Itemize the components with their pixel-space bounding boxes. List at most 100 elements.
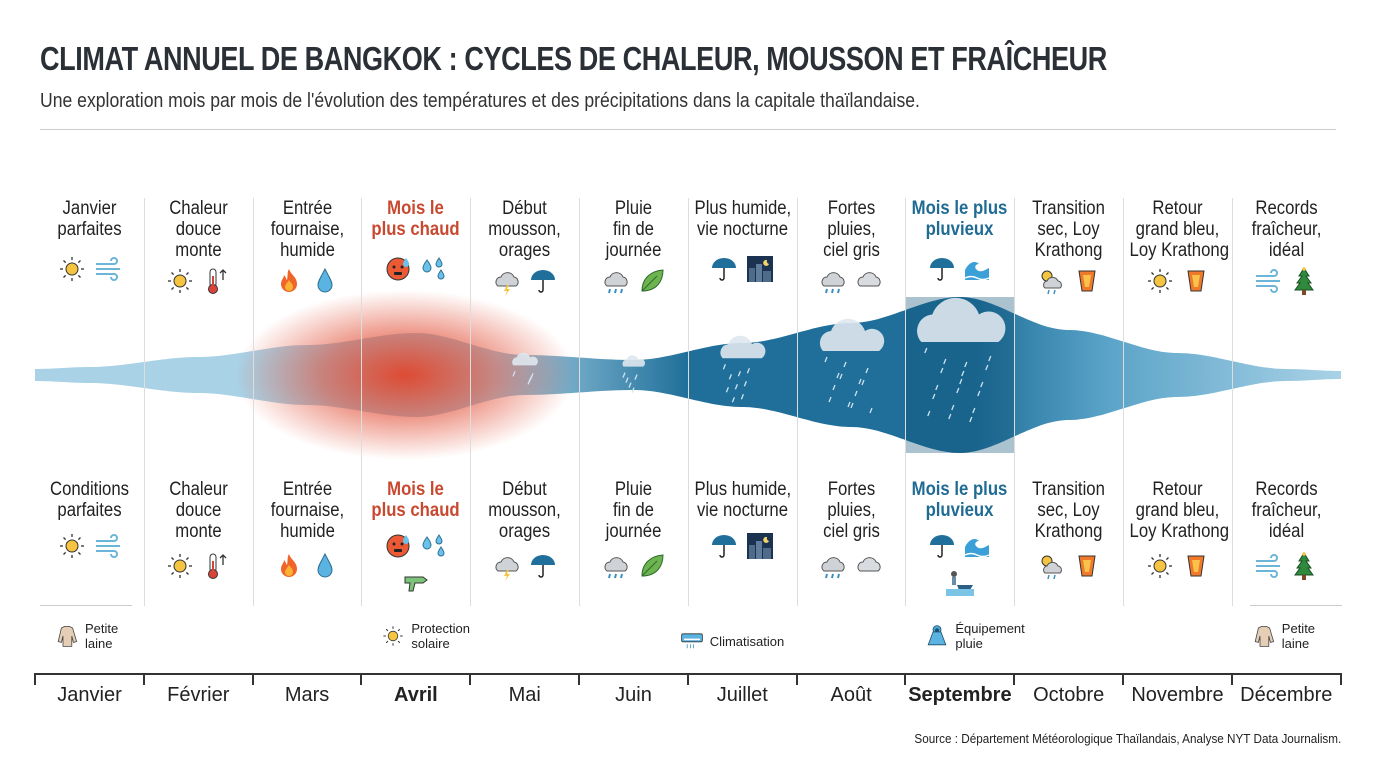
top-label-line: Début [502,198,547,219]
top-label-line: parfaites [57,219,122,240]
cloud-icon [857,557,881,572]
bottom-label-line: humide [279,521,335,542]
top-label-line: Pluie [614,198,653,219]
month-bottom-8: Mois le plus pluvieux [905,479,1014,596]
month-bottom-6: Plus humide, vie nocturne [688,479,797,559]
top-label-line: fin de [613,219,654,240]
bottom-label-line: Conditions [49,479,130,500]
bottom-label-line: Entrée [282,479,332,500]
lantern-icon [1078,270,1096,292]
recommendation-text: Petite [85,621,119,636]
umbrella-icon [530,555,555,578]
month-divider [796,198,798,606]
bottom-label-line: Loy Krathong [1129,521,1230,542]
recommendation-text: solaire [411,636,450,651]
cloud-icon [857,272,881,287]
month-label-1: Février [167,684,230,706]
month-top-5: Pluie fin de journée [579,198,688,294]
top-icons [361,254,470,284]
top-label-line: grand bleu, [1135,219,1220,240]
axis-tick [904,673,907,685]
air-conditioner-icon [680,633,703,649]
bottom-icons [144,551,253,581]
top-icons [1232,266,1341,296]
leaf-icon [640,269,664,292]
bottom-icons [688,531,797,561]
bottom-label-line: pluies, [826,500,876,521]
sweat-drops-icon [422,534,445,557]
sweat-drops-icon [422,257,445,280]
bottom-label-line: Krathong [1034,521,1103,542]
rain-cloud-icon [604,272,628,294]
bottom-icons [579,551,688,581]
top-label-line: Plus humide, [694,198,791,219]
month-bottom-5: Pluie fin de journée [579,479,688,579]
bottom-label-line: monte [175,521,222,542]
bottom-icons [1014,551,1123,581]
bottom-label-line: Chaleur [169,479,228,500]
tree-icon [1294,267,1315,295]
axis-tick [142,673,145,685]
storm-cloud-icon [495,557,519,581]
sweater-icon [1254,626,1274,647]
top-label-line: Transition [1032,198,1106,219]
top-label-line: pluvieux [925,219,994,240]
month-bottom-0: Conditions parfaites [35,479,144,558]
wave-icon [964,262,990,281]
month-divider [470,198,472,606]
sweater-icon [57,626,78,647]
band-rain-cloud-icon [819,318,885,414]
bottom-icons [253,551,362,581]
month-divider [361,198,363,606]
sun-icon [1147,554,1172,578]
top-label-line: orages [499,240,551,261]
bottom-label-line: mousson, [488,500,561,521]
sun-cloud-rain-icon [1041,555,1062,580]
month-top-10: Retour grand bleu, Loy Krathong [1123,198,1232,293]
sun-icon [168,554,193,578]
bottom-label-line: Mois le [387,479,445,500]
month-top-3: Mois le plus chaud [361,198,470,281]
month-divider [1123,198,1124,606]
month-top-9: Transition sec, Loy Krathong [1014,198,1123,295]
sun-icon [168,269,193,293]
top-label-line: Fortes [827,198,875,219]
bottom-icons [470,551,579,581]
band-rain-cloud-icon [720,335,766,403]
axis-tick [1339,673,1342,685]
sun-icon [59,257,84,281]
lantern-icon [1186,270,1205,292]
wind-icon [1256,554,1281,578]
top-icons [1123,266,1232,296]
sun-icon [59,534,84,558]
top-icons [1014,266,1123,296]
month-label-11: Décembre [1240,684,1333,706]
axis-tick [1122,673,1124,685]
bottom-label-line: Pluie [614,479,653,500]
bottom-label-line: fraîcheur, [1251,500,1322,521]
umbrella-icon [929,535,954,558]
month-label-5: Juin [615,684,652,706]
source-note: Source : Département Météorologique Thaï… [914,731,1341,746]
top-label-line: monte [175,240,222,261]
bottom-label-line: Début [502,479,547,500]
heat-glow [234,290,575,460]
top-icons [144,266,253,296]
page-title: CLIMAT ANNUEL DE BANGKOK : CYCLES DE CHA… [40,40,1107,77]
month-divider [1231,198,1233,606]
top-icons [797,266,906,296]
thermometer-up-icon [208,268,227,294]
top-icons [579,266,688,296]
wave-icon [964,539,990,558]
rain-cloud-icon [821,272,845,294]
bottom-icons [1232,551,1341,581]
umbrella-icon [929,258,954,281]
month-divider [143,198,145,606]
month-bottom-7: Fortes pluies, ciel gris [797,479,906,579]
raincoat-icon [928,625,947,646]
month-bottom-2: Entrée fournaise, humide [253,479,362,578]
rain-cloud-icon [604,557,628,579]
top-label-line: sec, Loy [1037,219,1100,240]
page-subtitle: Une exploration mois par mois de l'évolu… [40,90,920,112]
umbrella-icon [712,535,737,558]
